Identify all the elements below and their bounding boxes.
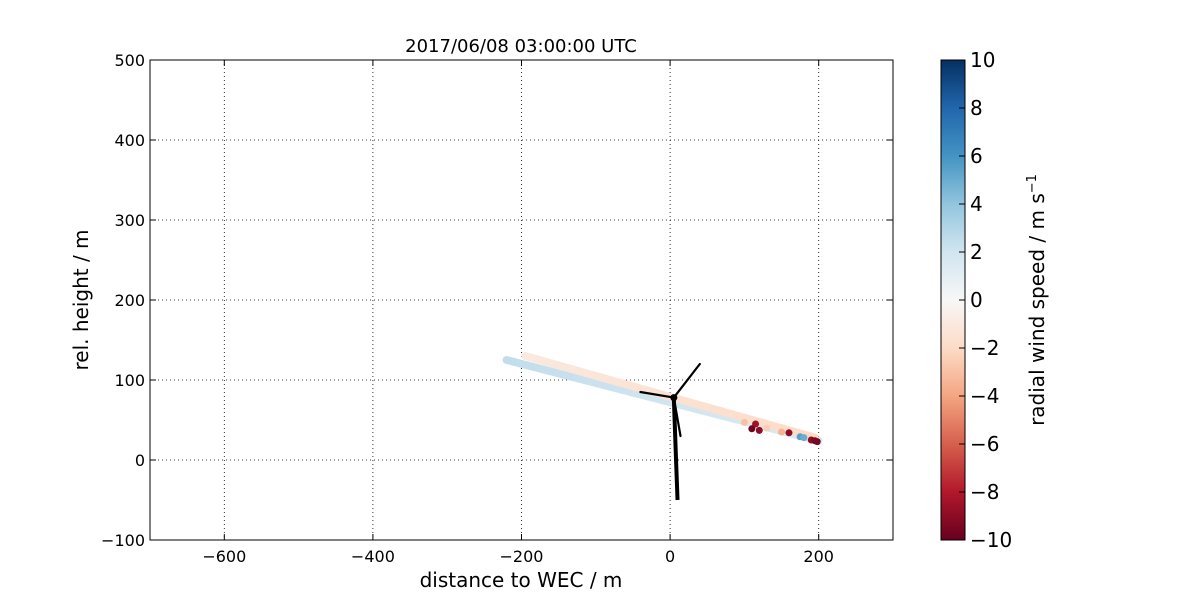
colorbar-tick-label: 4: [970, 192, 983, 216]
turbine-blade: [672, 362, 701, 399]
x-tick-label: −400: [351, 547, 395, 566]
y-tick-label: 400: [114, 131, 145, 150]
data-point: [755, 426, 763, 434]
y-tick-label: 300: [114, 211, 145, 230]
turbine-tower: [671, 397, 680, 501]
y-axis-label: rel. height / m: [69, 229, 93, 370]
turbine: [639, 362, 701, 501]
colorbar-tick-label: 0: [970, 288, 983, 312]
data-layer: [502, 352, 823, 446]
colorbar-tick-label: 6: [970, 144, 983, 168]
data-point: [752, 420, 760, 428]
turbine-blade: [672, 396, 682, 438]
colorbar-tick-label: −8: [970, 480, 999, 504]
colorbar-tick-label: −4: [970, 384, 999, 408]
data-point: [778, 428, 786, 436]
data-point: [748, 425, 756, 433]
turbine-blade: [639, 390, 675, 399]
x-tick-label: 200: [803, 547, 834, 566]
colorbar-tick-label: 8: [970, 96, 983, 120]
colorbar-label-exponent: −1: [1025, 174, 1040, 193]
colorbar-label: radial wind speed / m s−1: [1025, 174, 1049, 426]
y-tick-label: 500: [114, 51, 145, 70]
x-axis: −600 −400 −200 0 200: [202, 60, 834, 566]
colorbar-tick-label: −10: [970, 528, 1012, 552]
colorbar-axis: −10 −8 −6 −4 −2 0 2 4 6 8 10: [959, 48, 1012, 552]
y-tick-label: 0: [135, 451, 145, 470]
colorbar-tick-label: 2: [970, 240, 983, 264]
grid: [150, 60, 893, 540]
x-tick-label: −600: [202, 547, 246, 566]
x-axis-label: distance to WEC / m: [420, 568, 623, 592]
y-tick-label: 200: [114, 291, 145, 310]
colorbar-tick-label: −6: [970, 432, 999, 456]
data-point: [763, 424, 771, 432]
y-tick-label: 100: [114, 371, 145, 390]
data-point: [800, 434, 808, 442]
colorbar-tick-label: −2: [970, 336, 999, 360]
turbine-hub: [670, 394, 678, 402]
colorbar-tick-label: 10: [970, 48, 995, 72]
data-point: [740, 418, 748, 426]
y-tick-label: −100: [101, 531, 145, 550]
colorbar-label-text: radial wind speed / m s: [1025, 193, 1049, 426]
x-tick-label: 0: [665, 547, 675, 566]
data-point: [813, 438, 821, 446]
data-point: [785, 429, 793, 437]
y-axis: −100 0 100 200 300 400 500: [101, 51, 893, 550]
chart-title: 2017/06/08 03:00:00 UTC: [405, 36, 637, 57]
x-tick-label: −200: [500, 547, 544, 566]
